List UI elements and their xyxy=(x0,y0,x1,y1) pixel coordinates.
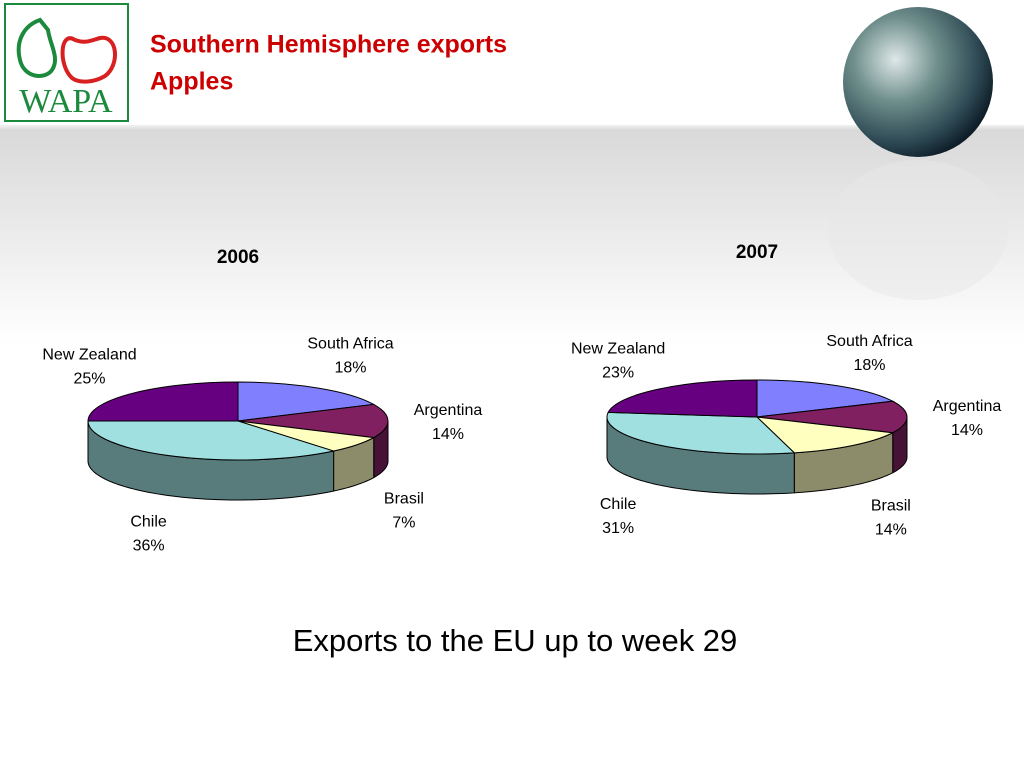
pie-chart: 2007 South Africa 18% Argentina 14% Brasil 14%… xyxy=(571,242,1001,539)
pie-slice xyxy=(755,416,895,454)
pie-slice xyxy=(237,403,389,439)
pie-slice xyxy=(237,381,376,422)
pie-slice xyxy=(756,400,908,434)
slice-label: Chile xyxy=(600,496,637,513)
slice-label: Argentina xyxy=(414,402,483,419)
slice-label: New Zealand xyxy=(571,340,665,357)
footer-text: Exports to the EU up to week 29 xyxy=(293,623,738,658)
chart-title: 2006 xyxy=(217,247,259,268)
apple-icon xyxy=(60,35,118,84)
pie-slice xyxy=(87,381,239,422)
globe xyxy=(843,7,993,157)
title: Southern Hemisphere exports xyxy=(150,31,507,59)
slice-value-label: 25% xyxy=(73,370,105,387)
subtitle: Apples xyxy=(150,68,233,96)
slice-value-label: 14% xyxy=(951,422,983,439)
slice-value-label: 36% xyxy=(133,538,165,555)
pie-chart: 2006 South Africa 18% Argentina 14% Brasil 7% C… xyxy=(42,247,482,555)
slice-label: South Africa xyxy=(826,333,912,350)
slice-label: Argentina xyxy=(933,398,1002,415)
slice-value-label: 7% xyxy=(392,515,415,532)
slice-label: Brasil xyxy=(384,491,424,508)
slice-value-label: 14% xyxy=(875,522,907,539)
chart-title: 2007 xyxy=(736,242,778,263)
pie-slice xyxy=(756,379,895,418)
pie-slice xyxy=(607,379,758,418)
slice-value-label: 14% xyxy=(432,426,464,443)
globe-reflection xyxy=(828,160,1008,300)
slice-label: Brasil xyxy=(871,498,911,515)
logo: WAPA xyxy=(4,3,129,122)
logo-text: WAPA xyxy=(19,83,113,120)
slice-label: New Zealand xyxy=(42,346,136,363)
slice-value-label: 31% xyxy=(602,520,634,537)
pie-slice xyxy=(606,411,796,455)
slice-value-label: 18% xyxy=(854,357,886,374)
pear-icon xyxy=(16,17,58,78)
slice-label: South Africa xyxy=(307,336,393,353)
logo-frame xyxy=(4,3,129,122)
pie-slice xyxy=(87,420,336,461)
slice-value-label: 18% xyxy=(335,360,367,377)
slice-label: Chile xyxy=(130,514,167,531)
charts: 2006 South Africa 18% Argentina 14% Brasil 7% C… xyxy=(42,242,1001,555)
slice-value-label: 23% xyxy=(602,364,634,381)
